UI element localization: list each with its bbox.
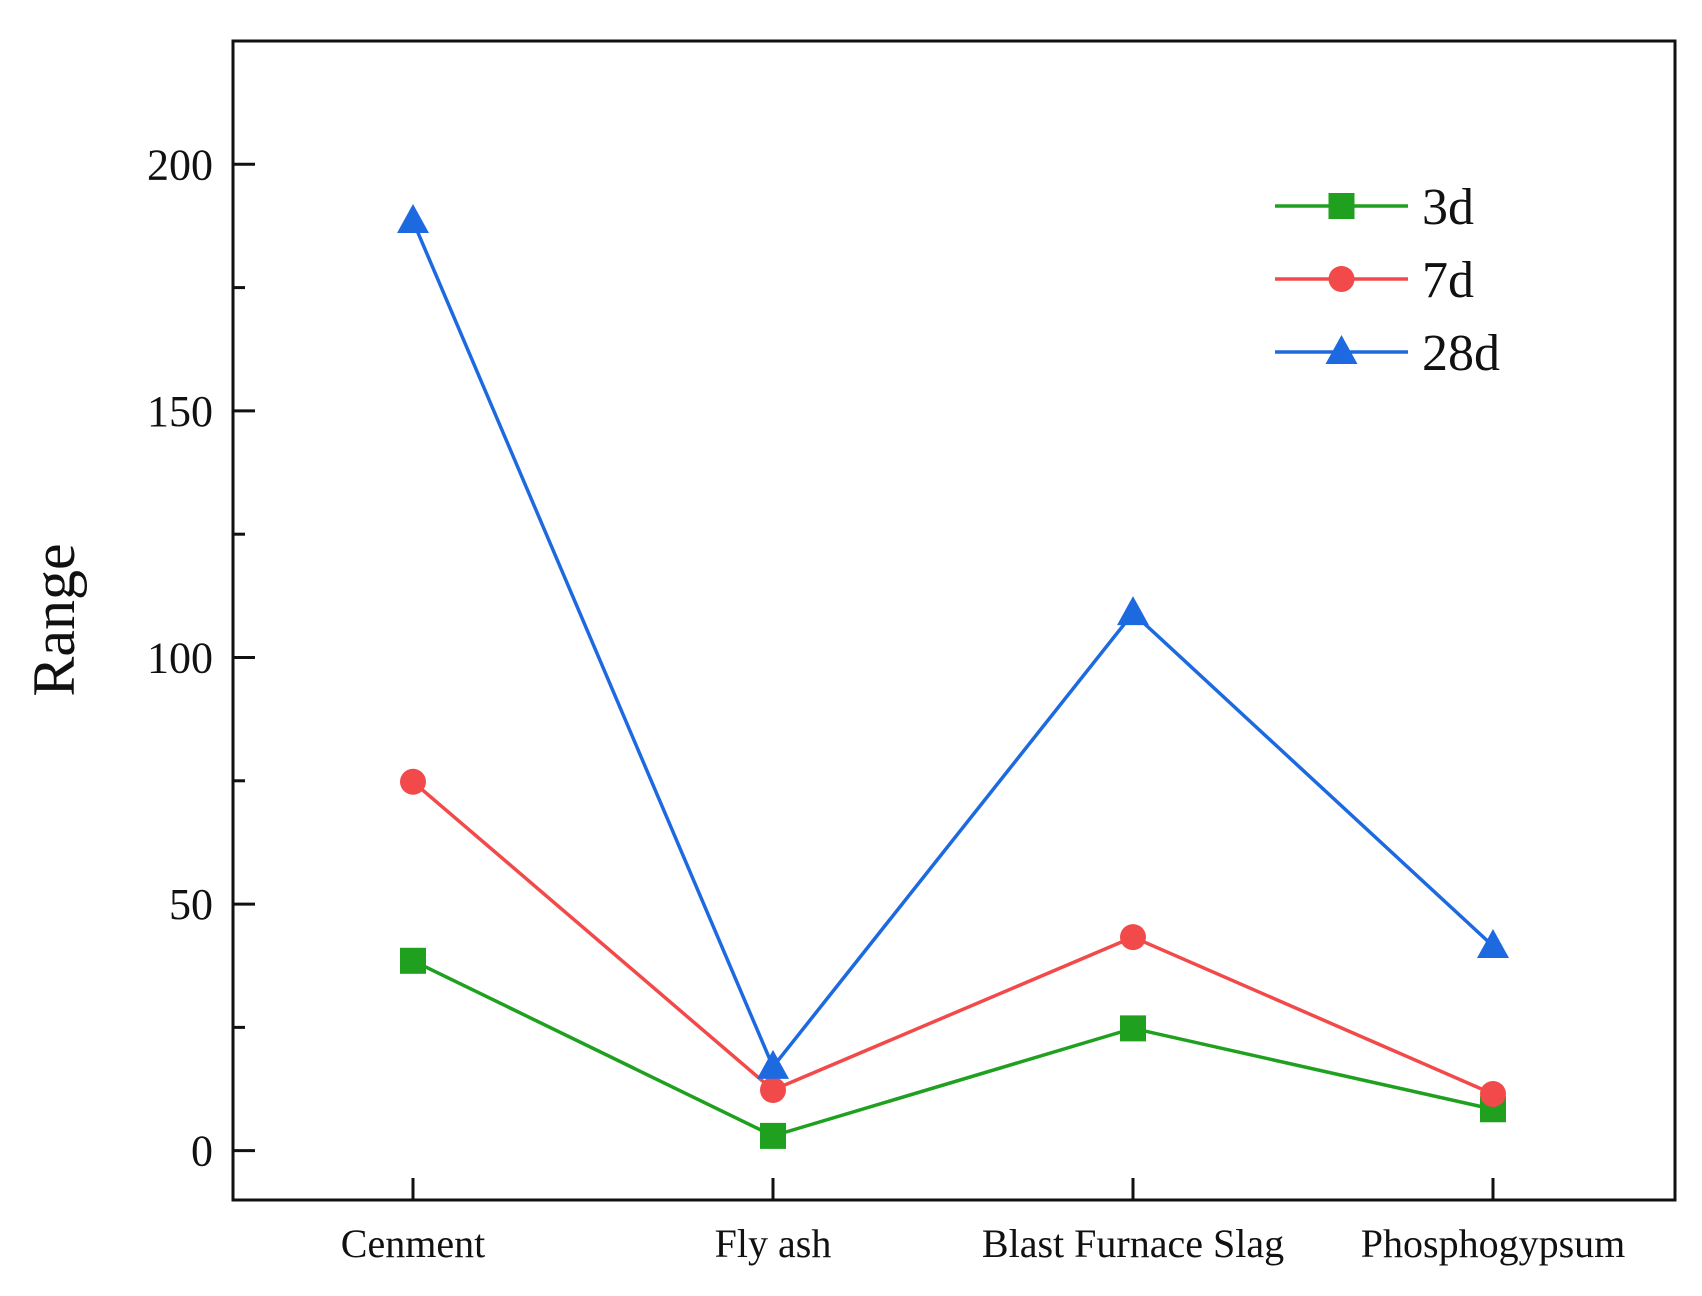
data-point-3d <box>400 947 426 974</box>
series-3d <box>400 947 1506 1149</box>
legend-label: 28d <box>1422 325 1500 382</box>
legend-item-28d: 28d <box>1275 325 1500 382</box>
legend: 3d 7d 28d <box>1275 179 1500 382</box>
legend-marker <box>1328 266 1355 292</box>
data-point-28d <box>757 1049 789 1079</box>
y-tick-label: 50 <box>169 880 213 929</box>
x-axis: Cenment Fly ash Blast Furnace Slag Phosphog… <box>341 1178 1625 1266</box>
legend-marker <box>1325 335 1358 364</box>
series-line-3d <box>412 959 1494 1138</box>
x-tick-label: Cenment <box>341 1221 485 1266</box>
data-point-28d <box>1117 596 1149 626</box>
y-tick-label: 200 <box>147 140 213 189</box>
series-line-7d <box>411 780 1494 1096</box>
data-point-7d <box>1120 924 1146 951</box>
x-tick-label: Blast Furnace Slag <box>982 1221 1284 1266</box>
data-point-28d <box>1477 929 1509 959</box>
y-axis: 0 50 100 150 200 <box>147 140 255 1176</box>
legend-item-7d: 7d <box>1275 252 1474 309</box>
legend-label: 3d <box>1422 179 1474 236</box>
y-axis-title: Range <box>21 543 87 696</box>
legend-item-3d: 3d <box>1275 179 1474 236</box>
plot-frame <box>231 39 1677 1202</box>
series-7d <box>400 768 1506 1107</box>
data-point-3d <box>1120 1015 1146 1042</box>
y-tick-label: 150 <box>147 387 213 436</box>
y-tick-label: 100 <box>147 633 213 682</box>
legend-label: 7d <box>1422 252 1474 309</box>
y-tick-label: 0 <box>191 1127 213 1176</box>
data-point-7d <box>1480 1080 1506 1107</box>
data-point-7d <box>400 768 426 795</box>
series-28d <box>397 204 1509 1079</box>
x-tick-label: Phosphogypsum <box>1361 1221 1626 1266</box>
legend-marker <box>1328 193 1355 219</box>
data-point-28d <box>397 204 429 234</box>
data-point-3d <box>760 1122 786 1149</box>
data-point-7d <box>760 1077 786 1104</box>
x-tick-label: Fly ash <box>715 1221 832 1266</box>
series-layer <box>397 204 1509 1149</box>
series-line-28d <box>411 220 1495 1069</box>
